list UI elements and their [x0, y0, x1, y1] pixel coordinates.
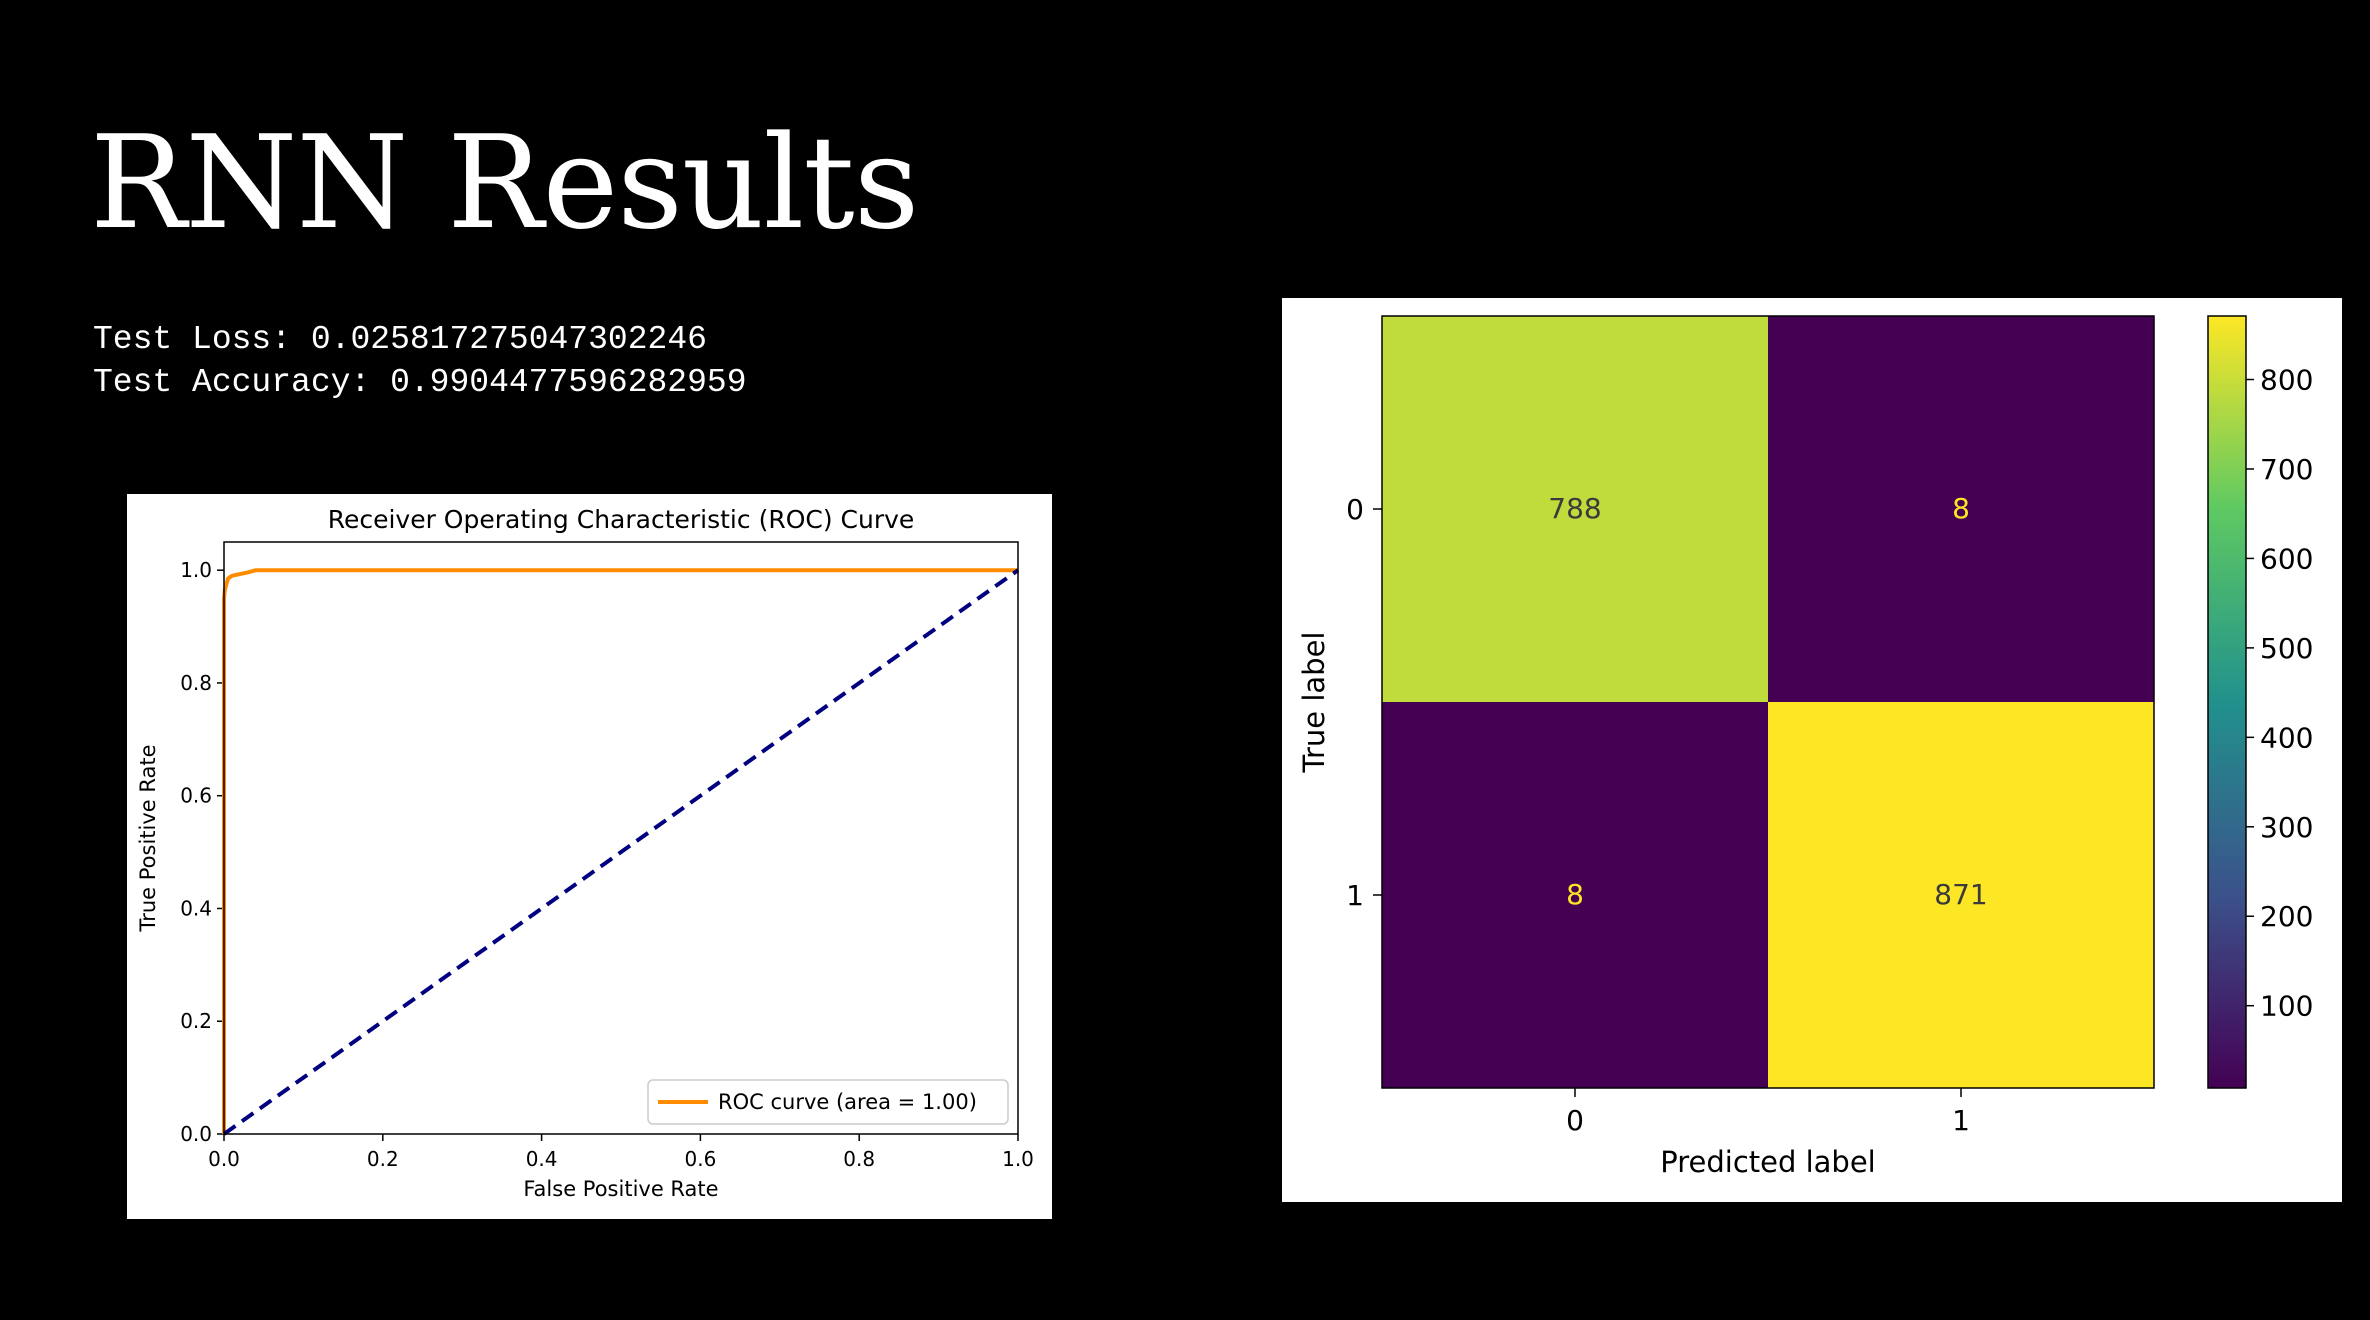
x-tick-label: 0.0: [208, 1147, 240, 1171]
colorbar-tick-label: 700: [2260, 453, 2313, 486]
y-tick-label: 0.4: [180, 896, 212, 920]
test-loss-label: Test Loss:: [93, 321, 292, 358]
chance-diagonal-line: [222, 568, 1020, 1136]
cm-frame: [1381, 315, 2155, 1089]
colorbar-tick-label: 100: [2260, 990, 2313, 1023]
cm-cell-value: 788: [1548, 492, 1601, 525]
test-metrics: Test Loss: 0.025817275047302246 Test Accu…: [93, 318, 747, 404]
colorbar-tick-label: 400: [2260, 721, 2313, 754]
colorbar-tick-label: 800: [2260, 364, 2313, 397]
colorbar: [2207, 315, 2247, 1089]
cm-x-tick-label: 0: [1566, 1104, 1584, 1137]
cm-cell: [1382, 702, 1768, 1088]
confusion-matrix-chart: 788 8 8 871 0 1 0 1 Predicted label True label 100…: [1297, 315, 2313, 1179]
colorbar-tick-label: 600: [2260, 542, 2313, 575]
cm-cell: [1382, 316, 1768, 702]
test-accuracy-line: Test Accuracy: 0.9904477596282959: [93, 361, 747, 404]
roc-legend-label: ROC curve (area = 1.00): [718, 1090, 977, 1114]
y-tick-label: 0.8: [180, 671, 212, 695]
confusion-matrix-panel: 788 8 8 871 0 1 0 1 Predicted label True label 100…: [1282, 298, 2342, 1202]
test-accuracy-value: 0.9904477596282959: [390, 364, 747, 401]
slide-title: RNN Results: [90, 109, 919, 258]
cm-y-tick-label: 0: [1346, 493, 1364, 526]
cm-y-axis-label: True label: [1297, 632, 1331, 774]
cm-cell: [1768, 316, 2154, 702]
y-tick-label: 1.0: [180, 558, 212, 582]
roc-x-axis-label: False Positive Rate: [523, 1177, 718, 1201]
colorbar-tick-label: 300: [2260, 811, 2313, 844]
x-tick-label: 0.2: [367, 1147, 399, 1171]
y-tick-label: 0.6: [180, 784, 212, 808]
y-tick-label: 0.0: [180, 1122, 212, 1146]
x-tick-label: 0.4: [526, 1147, 558, 1171]
test-loss-value: 0.025817275047302246: [310, 321, 707, 358]
x-tick-label: 0.6: [684, 1147, 716, 1171]
x-tick-label: 0.8: [843, 1147, 875, 1171]
roc-legend-box: [647, 1079, 1009, 1125]
cm-cell-value: 8: [1566, 878, 1584, 911]
cm-x-tick-label: 1: [1952, 1104, 1970, 1137]
cm-cell: [1768, 702, 2154, 1088]
roc-y-axis-label: True Positive Rate: [136, 744, 160, 932]
colorbar-tick-label: 200: [2260, 900, 2313, 933]
y-tick-label: 0.2: [180, 1009, 212, 1033]
roc-title: Receiver Operating Characteristic (ROC) …: [328, 505, 915, 534]
roc-plot-frame: [223, 541, 1019, 1135]
cm-x-axis-label: Predicted label: [1660, 1145, 1876, 1179]
colorbar-tick-label: 500: [2260, 632, 2313, 665]
roc-chart-panel: Receiver Operating Characteristic (ROC) …: [127, 494, 1052, 1219]
x-tick-label: 1.0: [1002, 1147, 1034, 1171]
cm-cell-value: 8: [1952, 492, 1970, 525]
test-loss-line: Test Loss: 0.025817275047302246: [93, 318, 747, 361]
test-accuracy-label: Test Accuracy:: [93, 364, 371, 401]
roc-chart: Receiver Operating Characteristic (ROC) …: [136, 505, 1034, 1201]
cm-cell-value: 871: [1934, 878, 1987, 911]
cm-y-tick-label: 1: [1346, 879, 1364, 912]
